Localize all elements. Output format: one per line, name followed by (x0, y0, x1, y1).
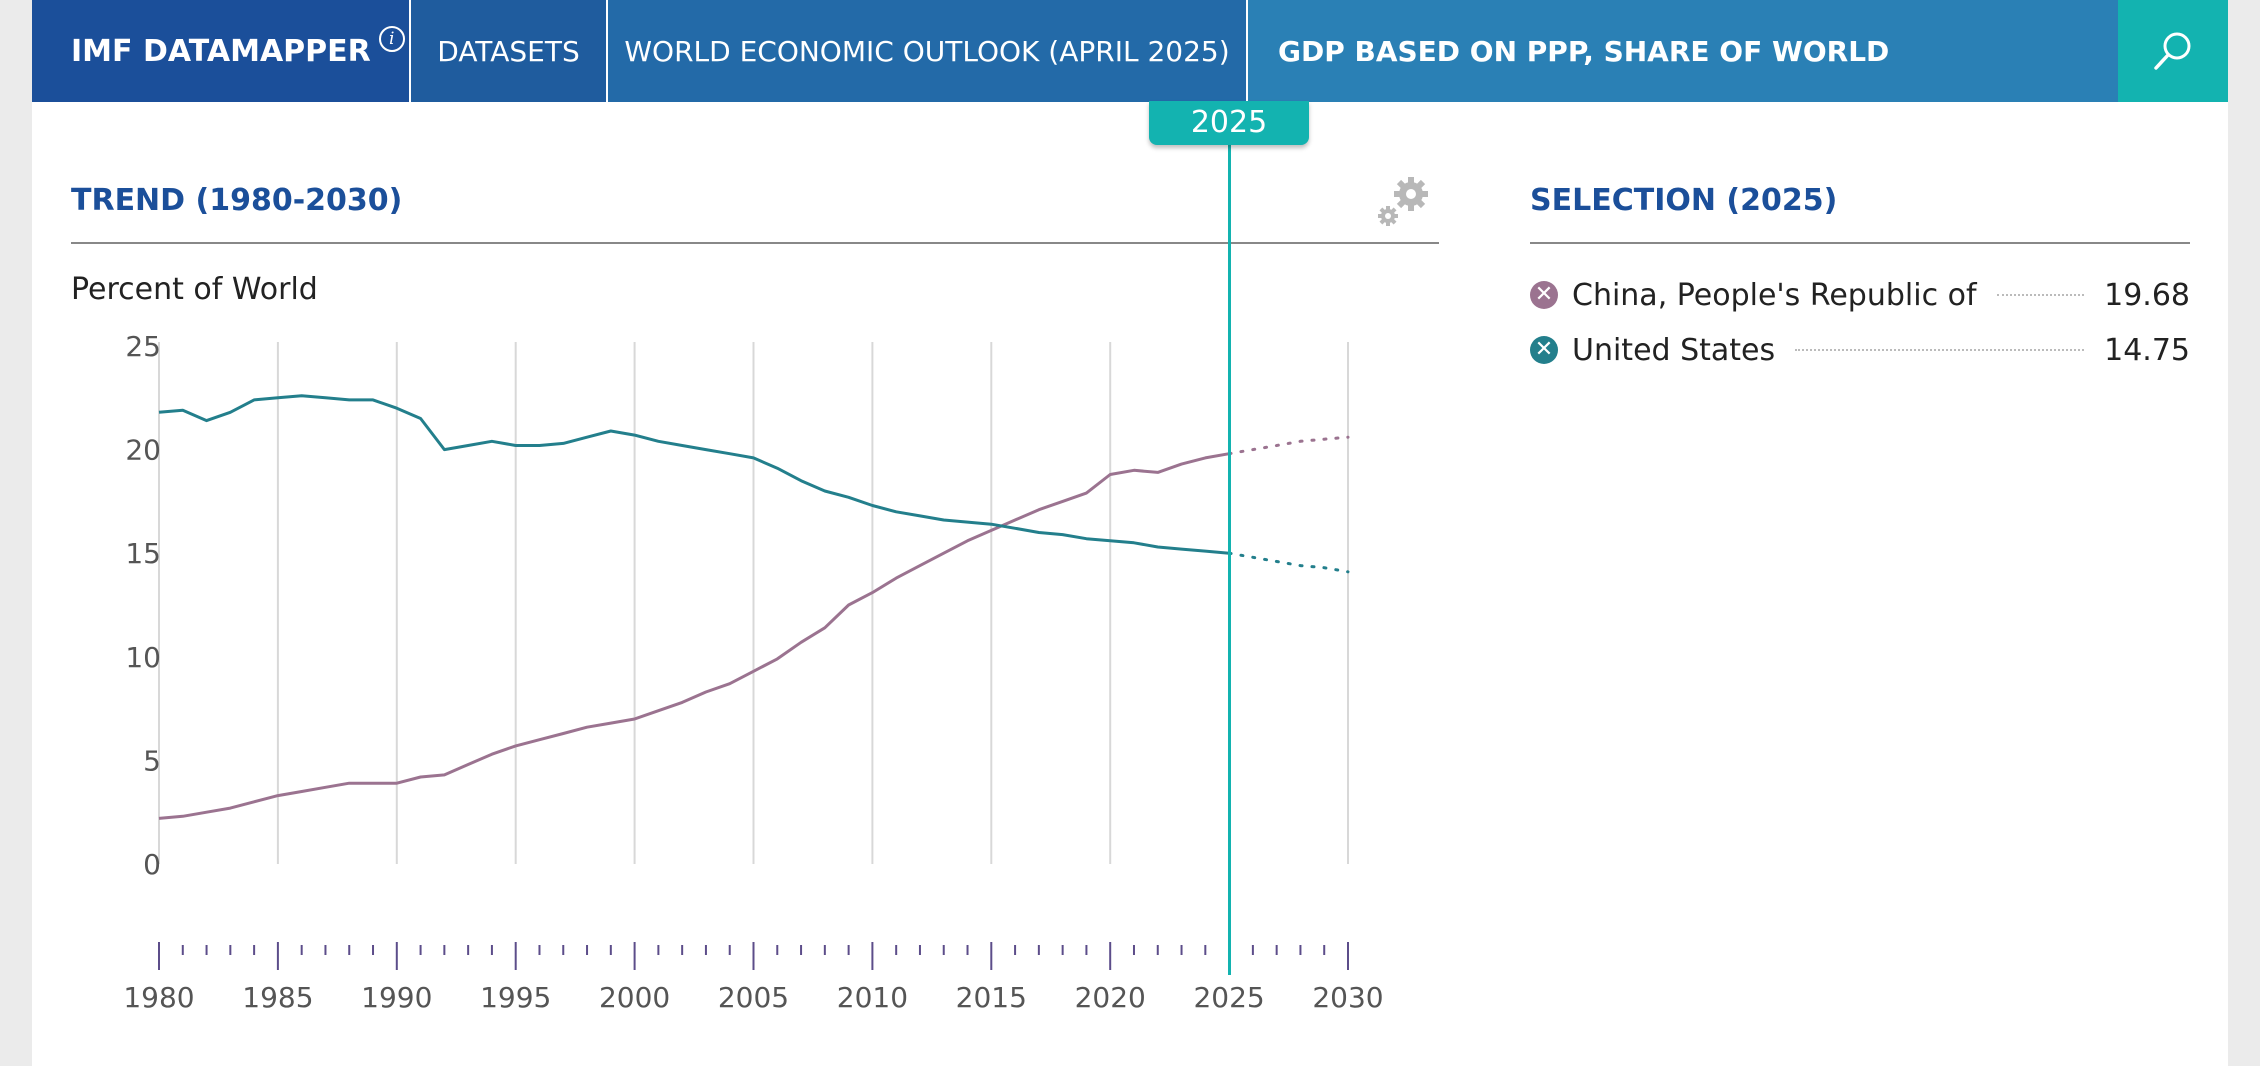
top-nav: IMF DATAMAPPER i DATASETS WORLD ECONOMIC… (32, 0, 2228, 102)
search-icon (2154, 32, 2191, 70)
dataset-name: WORLD ECONOMIC OUTLOOK (APRIL 2025) (624, 34, 1230, 68)
dataset-selector[interactable]: WORLD ECONOMIC OUTLOOK (APRIL 2025) (608, 0, 1248, 102)
selection-item-china[interactable]: ✕ China, People's Republic of 19.68 (1530, 275, 2190, 315)
gear-icon[interactable] (1374, 172, 1434, 232)
y-tick-label: 20 (125, 434, 161, 467)
x-tick-label: 2030 (1312, 981, 1383, 1014)
y-axis-label: Percent of World (71, 272, 318, 307)
selection-item-united-states[interactable]: ✕ United States 14.75 (1530, 330, 2190, 370)
y-tick-label: 5 (143, 744, 161, 777)
trend-title: TREND (1980-2030) (71, 183, 403, 218)
brand-label: IMF DATAMAPPER (71, 33, 371, 69)
country-value: 14.75 (2104, 332, 2190, 368)
country-name: United States (1572, 332, 1776, 368)
trend-divider (71, 242, 1439, 244)
brand-home-link[interactable]: IMF DATAMAPPER i (32, 0, 411, 102)
y-tick-label: 15 (125, 537, 161, 570)
x-tick-label: 2025 (1193, 981, 1264, 1014)
country-value: 19.68 (2104, 277, 2190, 313)
search-button[interactable] (2118, 0, 2228, 102)
x-tick-label: 2005 (718, 981, 789, 1014)
remove-icon[interactable]: ✕ (1530, 336, 1558, 364)
series-projection-0 (1227, 435, 1350, 456)
selection-divider (1530, 242, 2190, 244)
series-line-1 (158, 394, 1230, 555)
leader-dots (1996, 294, 2085, 296)
year-slider-line[interactable] (1228, 145, 1231, 975)
indicator-name: GDP BASED ON PPP, SHARE OF WORLD (1278, 34, 1890, 68)
datamapper-app: IMF DATAMAPPER i DATASETS WORLD ECONOMIC… (32, 0, 2228, 1066)
datasets-label: DATASETS (437, 34, 580, 68)
x-tick-label: 1985 (242, 981, 313, 1014)
x-tick-label: 1990 (361, 981, 432, 1014)
series-line-0 (158, 452, 1230, 820)
x-tick-label: 2000 (599, 981, 670, 1014)
remove-icon[interactable]: ✕ (1530, 281, 1558, 309)
year-slider-handle[interactable]: 2025 (1149, 101, 1309, 145)
country-name: China, People's Republic of (1572, 277, 1977, 313)
x-tick-label: 2010 (837, 981, 908, 1014)
y-tick-label: 25 (125, 330, 161, 363)
leader-dots (1795, 349, 2085, 351)
x-tick-label: 1995 (480, 981, 551, 1014)
x-tick-label: 2020 (1075, 981, 1146, 1014)
info-icon[interactable]: i (378, 26, 405, 52)
series-projection-1 (1227, 551, 1350, 574)
x-tick-label: 1980 (123, 981, 194, 1014)
y-tick-label: 10 (125, 641, 161, 674)
selection-title: SELECTION (2025) (1530, 183, 1838, 218)
indicator-selector[interactable]: GDP BASED ON PPP, SHARE OF WORLD (1248, 0, 2118, 102)
y-tick-label: 0 (143, 848, 161, 881)
datasets-nav-button[interactable]: DATASETS (411, 0, 608, 102)
x-tick-label: 2015 (956, 981, 1027, 1014)
